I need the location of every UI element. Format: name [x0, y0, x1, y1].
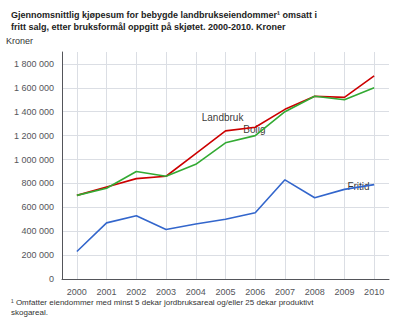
svg-text:2003: 2003	[156, 287, 176, 297]
svg-text:fritt salg, etter bruksformål: fritt salg, etter bruksformål oppgitt på…	[11, 22, 286, 32]
svg-text:0: 0	[49, 274, 54, 284]
svg-text:¹ Omfatter eiendommer med mins: ¹ Omfatter eiendommer med minst 5 dekar …	[11, 298, 314, 307]
svg-text:Landbruk: Landbruk	[202, 112, 245, 123]
svg-text:1 800 000: 1 800 000	[14, 59, 54, 69]
svg-text:200 000: 200 000	[21, 250, 54, 260]
svg-text:1 200 000: 1 200 000	[14, 131, 54, 141]
svg-text:2000: 2000	[67, 287, 87, 297]
svg-text:Gjennomsnittlig kjøpesum for b: Gjennomsnittlig kjøpesum for bebygde lan…	[11, 10, 317, 20]
svg-text:2002: 2002	[126, 287, 146, 297]
svg-text:2001: 2001	[97, 287, 117, 297]
svg-text:2009: 2009	[334, 287, 354, 297]
svg-text:2010: 2010	[364, 287, 384, 297]
svg-text:2006: 2006	[245, 287, 265, 297]
svg-text:800 000: 800 000	[21, 178, 54, 188]
svg-text:600 000: 600 000	[21, 202, 54, 212]
svg-text:2007: 2007	[275, 287, 295, 297]
svg-text:2005: 2005	[215, 287, 235, 297]
svg-text:Bolig: Bolig	[243, 124, 266, 136]
svg-text:1 400 000: 1 400 000	[14, 107, 54, 117]
svg-text:skogareal.: skogareal.	[11, 308, 48, 317]
svg-text:2004: 2004	[186, 287, 206, 297]
svg-text:Fritid: Fritid	[347, 181, 370, 193]
svg-text:1 600 000: 1 600 000	[14, 83, 54, 93]
svg-text:2008: 2008	[305, 287, 325, 297]
svg-text:1 000 000: 1 000 000	[14, 155, 54, 165]
svg-text:Kroner: Kroner	[6, 36, 33, 46]
svg-text:400 000: 400 000	[21, 226, 54, 236]
